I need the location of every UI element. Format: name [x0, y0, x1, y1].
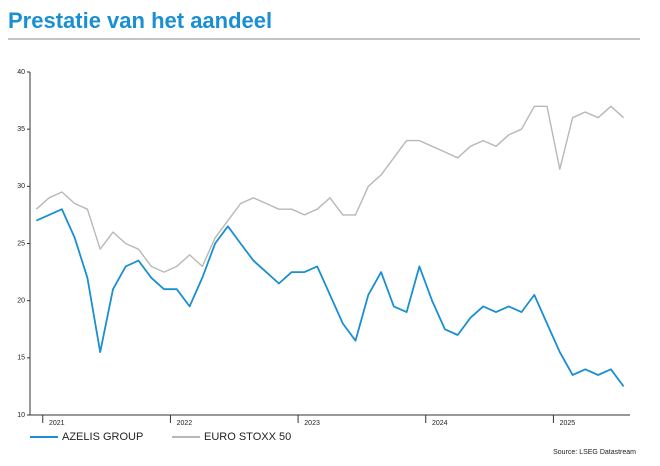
y-tick-label: 30: [17, 183, 25, 190]
chart-title: Prestatie van het aandeel: [8, 8, 272, 33]
y-tick-label: 15: [17, 355, 25, 362]
series-line: [35, 105, 625, 273]
y-tick-label: 20: [17, 298, 25, 305]
series-line: [36, 208, 625, 387]
y-tick-label: 35: [17, 126, 25, 133]
legend-label: AZELIS GROUP: [62, 431, 143, 443]
x-tick-label: 2023: [304, 420, 320, 427]
y-tick-label: 40: [17, 69, 25, 76]
legend-label: EURO STOXX 50: [204, 431, 291, 443]
x-tick-label: 2021: [49, 420, 65, 427]
x-tick-label: 2025: [560, 420, 576, 427]
x-tick-label: 2024: [432, 420, 448, 427]
source: Source: LSEG Datastream: [553, 449, 636, 456]
y-tick-label: 10: [17, 412, 25, 419]
x-tick-label: 2022: [177, 420, 193, 427]
y-tick-label: 25: [17, 240, 25, 247]
